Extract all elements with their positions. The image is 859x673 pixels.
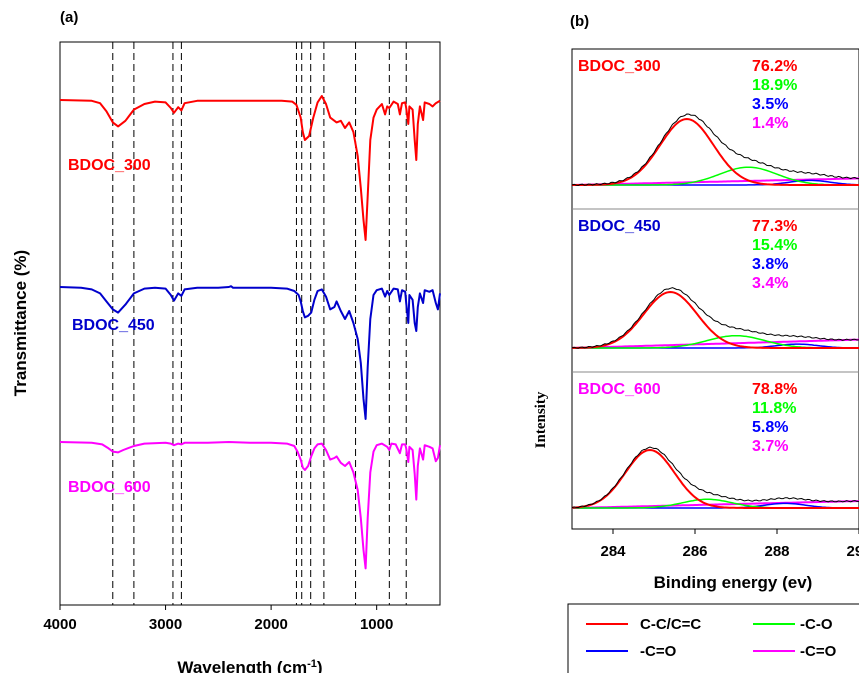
ftir-x-tick-label: 1000 xyxy=(360,616,393,633)
ftir-series-label: BDOC_300 xyxy=(68,157,151,174)
ftir-series-line xyxy=(59,441,441,570)
ftir-series-labels: BDOC_300 BDOC_450 BDOC_600 xyxy=(68,157,155,496)
legend-box xyxy=(567,603,859,673)
xps-legend: C-C/C=C -C-O -C=O -C=O xyxy=(567,603,859,673)
ftir-x-axis-label: Wavelength (cm-1) xyxy=(177,658,322,673)
xps-component-line xyxy=(572,500,859,509)
ftir-series-label: BDOC_600 xyxy=(68,479,151,496)
xps-curves xyxy=(571,113,859,509)
ftir-x-axis-label-tail: ) xyxy=(317,658,323,673)
xps-y-axis-label: Intensity xyxy=(533,391,549,448)
legend-label: -C=O xyxy=(640,643,677,660)
ftir-series-line xyxy=(59,95,441,241)
xps-x-axis-label: Binding energy (ev) xyxy=(654,573,813,592)
panel-a-label: (a) xyxy=(60,9,78,26)
xps-plot-frame xyxy=(571,48,859,530)
xps-x-tick-label: 284 xyxy=(600,543,626,560)
xps-percentage: 18.9% xyxy=(752,77,797,94)
xps-component-line xyxy=(571,448,859,509)
xps-panel-text: BDOC_300 76.2% 18.9% 3.5% 1.4% BDOC_450 77.3% 1… xyxy=(578,58,797,455)
xps-panel-name: BDOC_300 xyxy=(578,58,661,75)
panel-b-label: (b) xyxy=(570,13,589,30)
legend-label: -C-O xyxy=(800,616,833,633)
ftir-plot: 4000 3000 2000 1000 BDOC_300 BDOC_450 BDOC_60… xyxy=(43,41,441,633)
xps-component-line xyxy=(572,166,859,186)
xps-percentage: 15.4% xyxy=(752,237,797,254)
ftir-x-tick-label: 4000 xyxy=(43,616,76,633)
xps-percentage: 3.7% xyxy=(752,438,788,455)
xps-panel-name: BDOC_450 xyxy=(578,218,661,235)
xps-envelope-line xyxy=(571,287,859,349)
ftir-series-lines xyxy=(59,95,441,570)
xps-x-ticks: 284 286 288 290 xyxy=(600,529,859,560)
xps-percentage: 3.4% xyxy=(752,275,788,292)
xps-x-tick-label: 286 xyxy=(682,543,707,560)
ftir-x-axis-label-main: Wavelength (cm xyxy=(177,658,307,673)
xps-percentage: 76.2% xyxy=(752,58,797,75)
legend-label: C-C/C=C xyxy=(640,616,701,633)
ftir-reference-lines xyxy=(112,42,407,605)
xps-envelope-line xyxy=(571,446,859,509)
xps-component-line xyxy=(572,177,859,186)
xps-percentage: 5.8% xyxy=(752,419,788,436)
ftir-x-tick-label: 2000 xyxy=(254,616,287,633)
xps-percentage: 3.5% xyxy=(752,96,788,113)
ftir-series-line xyxy=(59,285,441,420)
xps-percentage: 78.8% xyxy=(752,381,797,398)
xps-x-tick-label: 288 xyxy=(764,543,789,560)
xps-component-line xyxy=(572,117,859,186)
ftir-series-label: BDOC_450 xyxy=(72,317,155,334)
xps-component-line xyxy=(572,290,859,349)
xps-percentage: 1.4% xyxy=(752,115,788,132)
xps-envelope-line xyxy=(571,113,859,187)
xps-panel-name: BDOC_600 xyxy=(578,381,661,398)
xps-component-line xyxy=(571,338,859,349)
xps-x-tick-label: 290 xyxy=(846,543,859,560)
ftir-y-axis-label: Transmittance (%) xyxy=(11,250,30,396)
ftir-plot-frame xyxy=(59,41,441,606)
ftir-x-ticks: 4000 3000 2000 1000 xyxy=(43,605,393,633)
xps-percentage: 3.8% xyxy=(752,256,788,273)
ftir-x-axis-label-sup: -1 xyxy=(307,658,317,670)
ftir-x-tick-label: 3000 xyxy=(149,616,182,633)
xps-plot: BDOC_300 76.2% 18.9% 3.5% 1.4% BDOC_450 77.3% 1… xyxy=(571,48,859,560)
xps-percentage: 77.3% xyxy=(752,218,797,235)
legend-label: -C=O xyxy=(800,643,837,660)
xps-percentage: 11.8% xyxy=(752,400,796,417)
